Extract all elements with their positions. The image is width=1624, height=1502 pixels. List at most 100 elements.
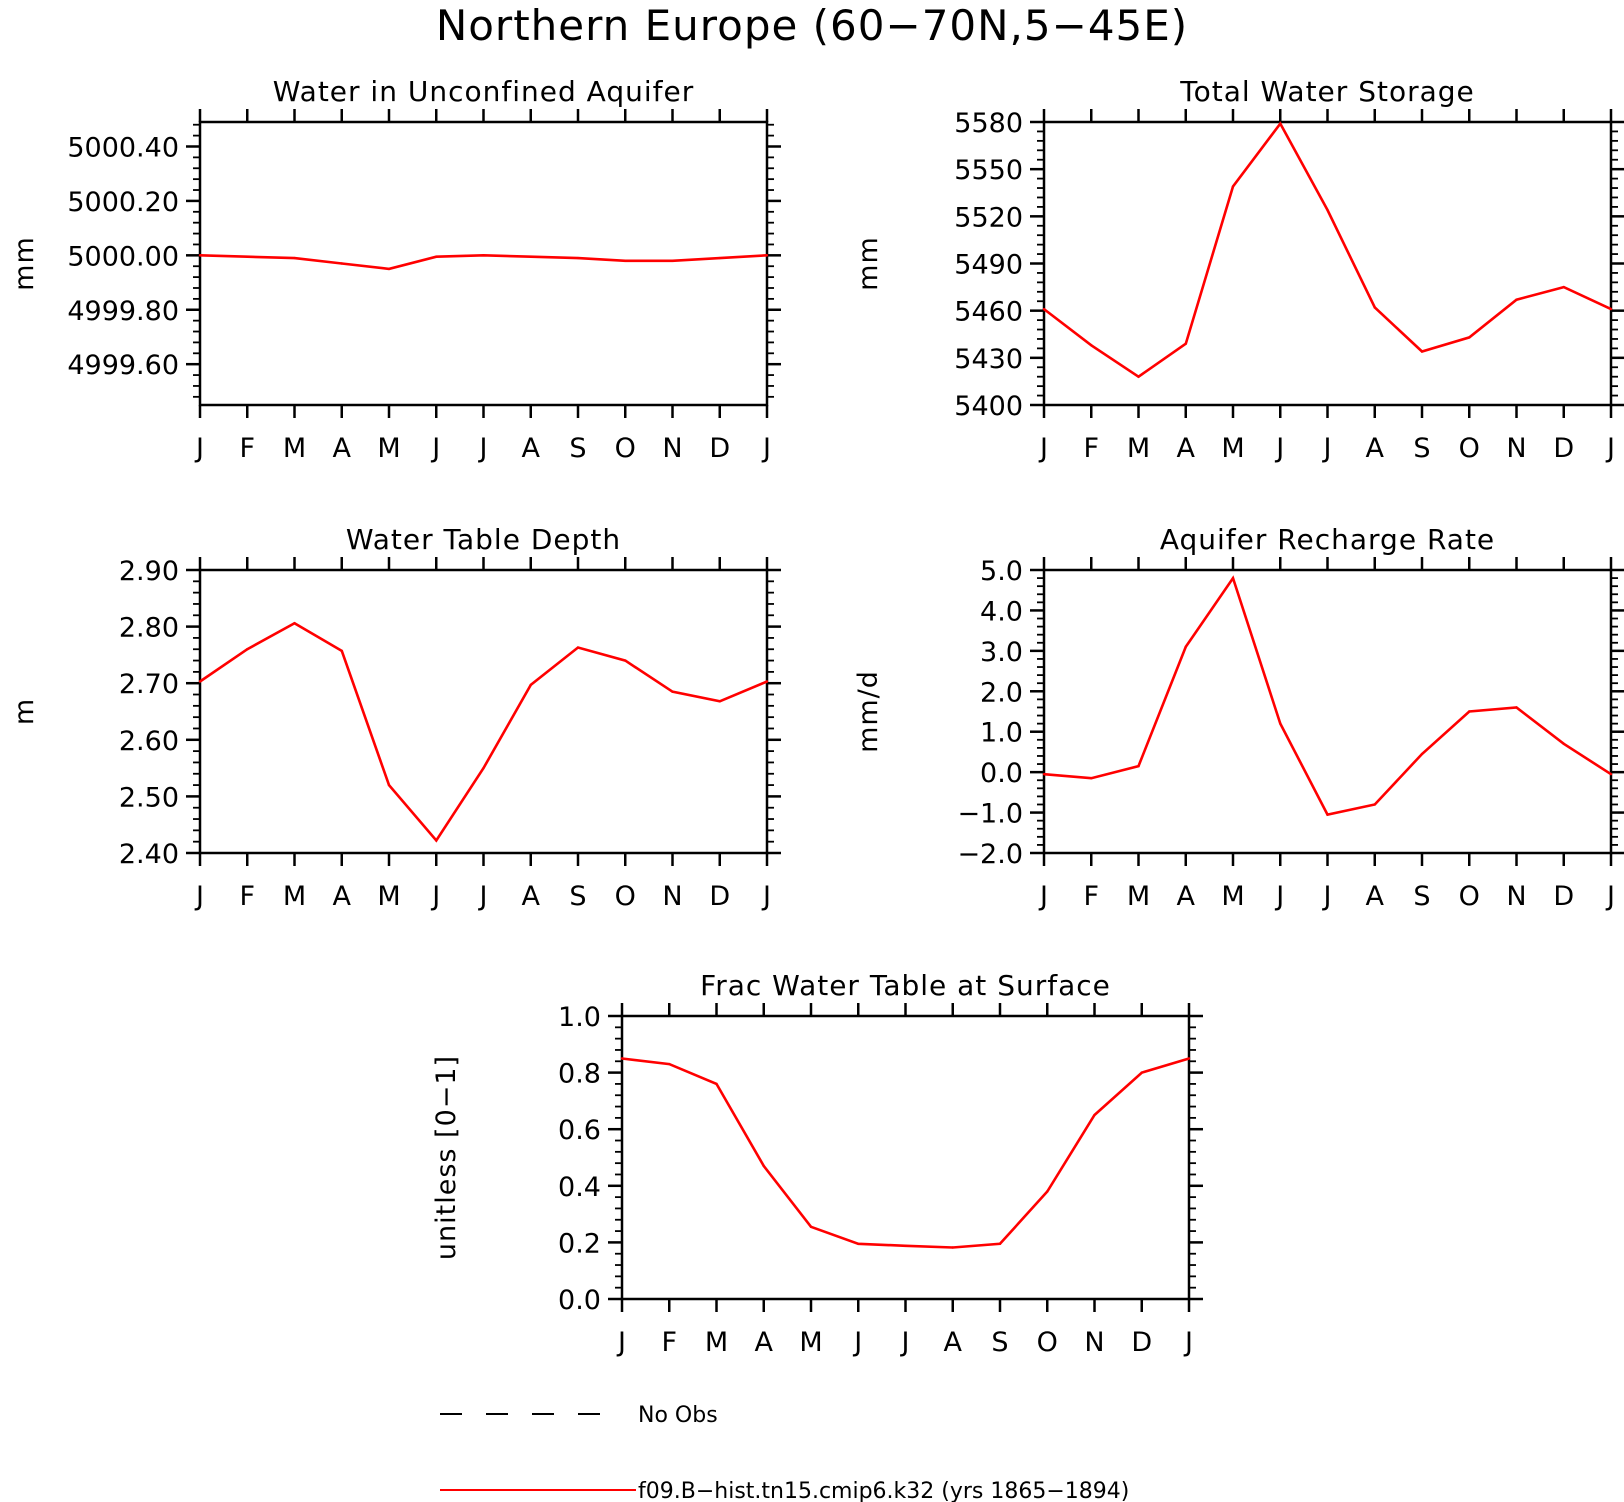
data-point [1373,306,1376,309]
x-tick-label: N [1084,1327,1104,1358]
x-tick-label: J [478,881,488,912]
data-point [1609,772,1613,776]
x-tick-label: J [430,881,440,912]
data-point [1326,208,1329,212]
x-tick-label: J [1038,881,1048,912]
x-tick-label: A [944,1327,963,1358]
data-point [1420,752,1424,756]
x-tick-label: O [1459,881,1480,912]
data-point [1042,772,1046,776]
x-tick-label: F [1083,433,1099,464]
data-point [482,766,485,770]
x-tick-label: M [283,433,306,464]
data-point [668,1062,671,1066]
x-tick-label: A [1177,881,1196,912]
data-point [765,680,769,683]
series-line [199,621,768,843]
y-axis-label: mm [853,236,884,291]
y-tick-label: 1.0 [980,718,1023,749]
y-tick-label: 2.80 [119,613,179,644]
plot-frame [198,568,769,855]
x-tick-label: J [1274,881,1284,912]
panel-title: Water in Unconfined Aquifer [273,75,694,108]
x-tick-label: D [1553,433,1574,464]
x-tick-label: F [239,881,255,912]
x-tick-label: A [522,881,541,912]
data-point [293,622,296,625]
data-point [482,254,485,257]
y-tick-label: 4999.60 [67,350,179,381]
data-point [529,255,532,258]
series-line [199,253,768,271]
data-point [762,1164,765,1168]
x-tick-label: N [1506,433,1526,464]
data-point [435,839,438,842]
x-tick-label: J [852,1327,862,1358]
y-tick-label: 2.40 [119,839,179,870]
panels: J F M A M J J A S O N D J4999.604999.805000.005000.2… [9,75,1624,1358]
y-tick-label: 3.0 [980,637,1023,668]
plot-frame [198,120,769,407]
x-tick-label: O [615,433,636,464]
y-tick-label: 5550 [954,155,1023,186]
data-point [529,683,532,687]
data-point [198,680,202,683]
x-tick-label: S [1413,433,1430,464]
data-point [1279,122,1282,125]
x-tick-label: S [1413,881,1430,912]
y-tick-label: 2.60 [119,726,179,757]
data-point [293,256,296,260]
data-point [1562,285,1565,289]
data-point [1515,298,1518,301]
x-tick-label: J [1038,433,1048,464]
x-tick-label: J [900,1327,910,1358]
y-tick-label: −2.0 [957,839,1023,870]
y-axis-label: m [9,698,40,725]
x-tick-label: M [1221,881,1244,912]
x-tick-label: M [1127,881,1150,912]
x-tick-label: M [283,881,306,912]
x-tick-label: M [1127,433,1150,464]
data-point [246,648,249,651]
y-tick-label: 0.0 [980,758,1023,789]
x-tick-label: J [761,881,771,912]
x-tick-label: A [1177,433,1196,464]
chart-panel-3: J F M A M J J A S O N D J2.402.502.602.702.802.90Wat… [9,523,781,912]
x-tick-label: A [333,881,352,912]
data-point [340,262,343,265]
x-tick-label: S [991,1327,1008,1358]
chart-panel-2: J F M A M J J A S O N D J540054305460549055205550558… [853,75,1624,464]
data-point [1093,1113,1096,1117]
y-tick-label: 2.90 [119,556,179,587]
data-point [1140,1071,1143,1074]
data-point [718,700,721,703]
x-tick-label: J [1605,881,1615,912]
x-tick-label: J [616,1327,626,1358]
x-tick-label: J [1274,433,1284,464]
x-tick-label: J [194,433,204,464]
y-tick-label: 5000.40 [67,132,179,163]
data-point [1231,185,1235,188]
data-point [198,254,202,257]
y-tick-label: 5490 [954,250,1023,281]
x-tick-label: D [1131,1327,1152,1358]
data-point [1042,307,1046,311]
data-point [998,1242,1002,1246]
data-point [1184,342,1187,345]
data-point [576,646,580,649]
x-tick-label: A [1366,433,1385,464]
y-axis-label: unitless [0−1] [431,1055,462,1260]
y-tick-label: 5460 [954,297,1023,328]
y-tick-label: 0.4 [558,1172,601,1203]
data-point [951,1246,954,1249]
data-point [857,1242,860,1246]
data-point [1468,710,1471,713]
y-tick-label: 1.0 [558,1002,601,1033]
figure-title: Northern Europe (60−70N,5−45E) [436,1,1188,50]
data-point [1187,1057,1191,1060]
data-point [1137,764,1140,768]
data-point [1562,742,1565,746]
panel-title: Total Water Storage [1179,75,1475,108]
